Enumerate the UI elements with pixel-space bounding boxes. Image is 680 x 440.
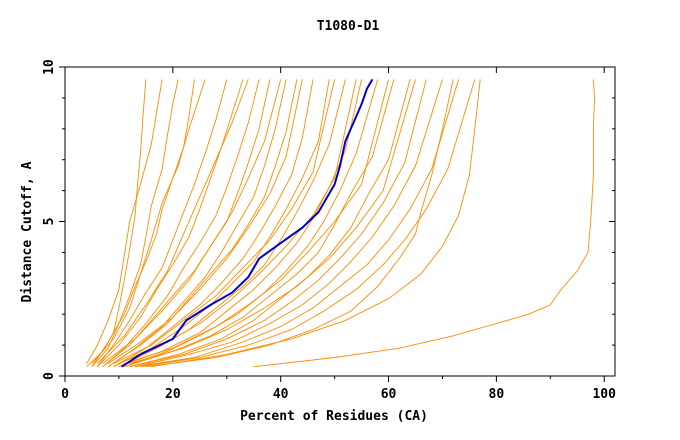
model-curve-28 bbox=[124, 79, 389, 365]
model-curve-10 bbox=[107, 79, 298, 368]
model-curve-16 bbox=[124, 79, 395, 368]
highlight-layer bbox=[121, 78, 374, 368]
model-curve-26 bbox=[113, 79, 336, 365]
y-ticks: 0 5 10 bbox=[42, 59, 615, 380]
x-tick-label-100: 100 bbox=[592, 387, 616, 402]
x-tick-label-40: 40 bbox=[273, 387, 289, 402]
model-curve-5 bbox=[97, 79, 228, 367]
model-curve-14 bbox=[118, 79, 363, 368]
x-axis-label: Percent of Residues (CA) bbox=[240, 409, 428, 424]
model-curve-1 bbox=[253, 79, 595, 368]
y-tick-label-10: 10 bbox=[42, 59, 57, 75]
model-curve-3 bbox=[91, 79, 179, 367]
plot-frame bbox=[64, 66, 616, 377]
model-curve-6 bbox=[97, 79, 244, 368]
x-tick-label-20: 20 bbox=[165, 387, 181, 402]
model-curve-4 bbox=[91, 79, 195, 367]
series-layer bbox=[86, 79, 595, 368]
model-curve-32 bbox=[151, 79, 481, 368]
model-curve-18 bbox=[129, 79, 427, 368]
y-tick-label-5: 5 bbox=[42, 218, 57, 226]
model-curve-23 bbox=[97, 79, 249, 364]
x-tick-label-80: 80 bbox=[489, 387, 505, 402]
y-tick-label-0: 0 bbox=[42, 372, 57, 380]
model-curve-9 bbox=[107, 79, 287, 368]
model-curve-12 bbox=[113, 79, 330, 368]
model-curve-2 bbox=[86, 79, 147, 368]
x-tick-label-0: 0 bbox=[61, 387, 69, 402]
model-curve-30 bbox=[86, 79, 163, 364]
model-curve-27 bbox=[118, 79, 357, 365]
model-curve-11 bbox=[113, 79, 314, 368]
x-tick-label-60: 60 bbox=[381, 387, 397, 402]
model-curve-20 bbox=[135, 79, 460, 368]
model-curve-7 bbox=[102, 79, 260, 368]
x-ticks: 0 20 40 60 80 100 bbox=[61, 67, 616, 402]
model-curve-29 bbox=[129, 79, 416, 365]
model-curve-24 bbox=[102, 79, 282, 364]
model-curve-15 bbox=[124, 79, 379, 368]
y-axis-label: Distance Cutoff, A bbox=[20, 161, 35, 302]
highlight-curve bbox=[121, 78, 374, 368]
model-curve-19 bbox=[134, 79, 443, 368]
model-curve-21 bbox=[140, 79, 476, 368]
model-curve-31 bbox=[145, 79, 454, 368]
model-curve-25 bbox=[107, 79, 303, 364]
model-curve-22 bbox=[91, 79, 206, 364]
chart-title: T1080-D1 bbox=[317, 19, 380, 34]
